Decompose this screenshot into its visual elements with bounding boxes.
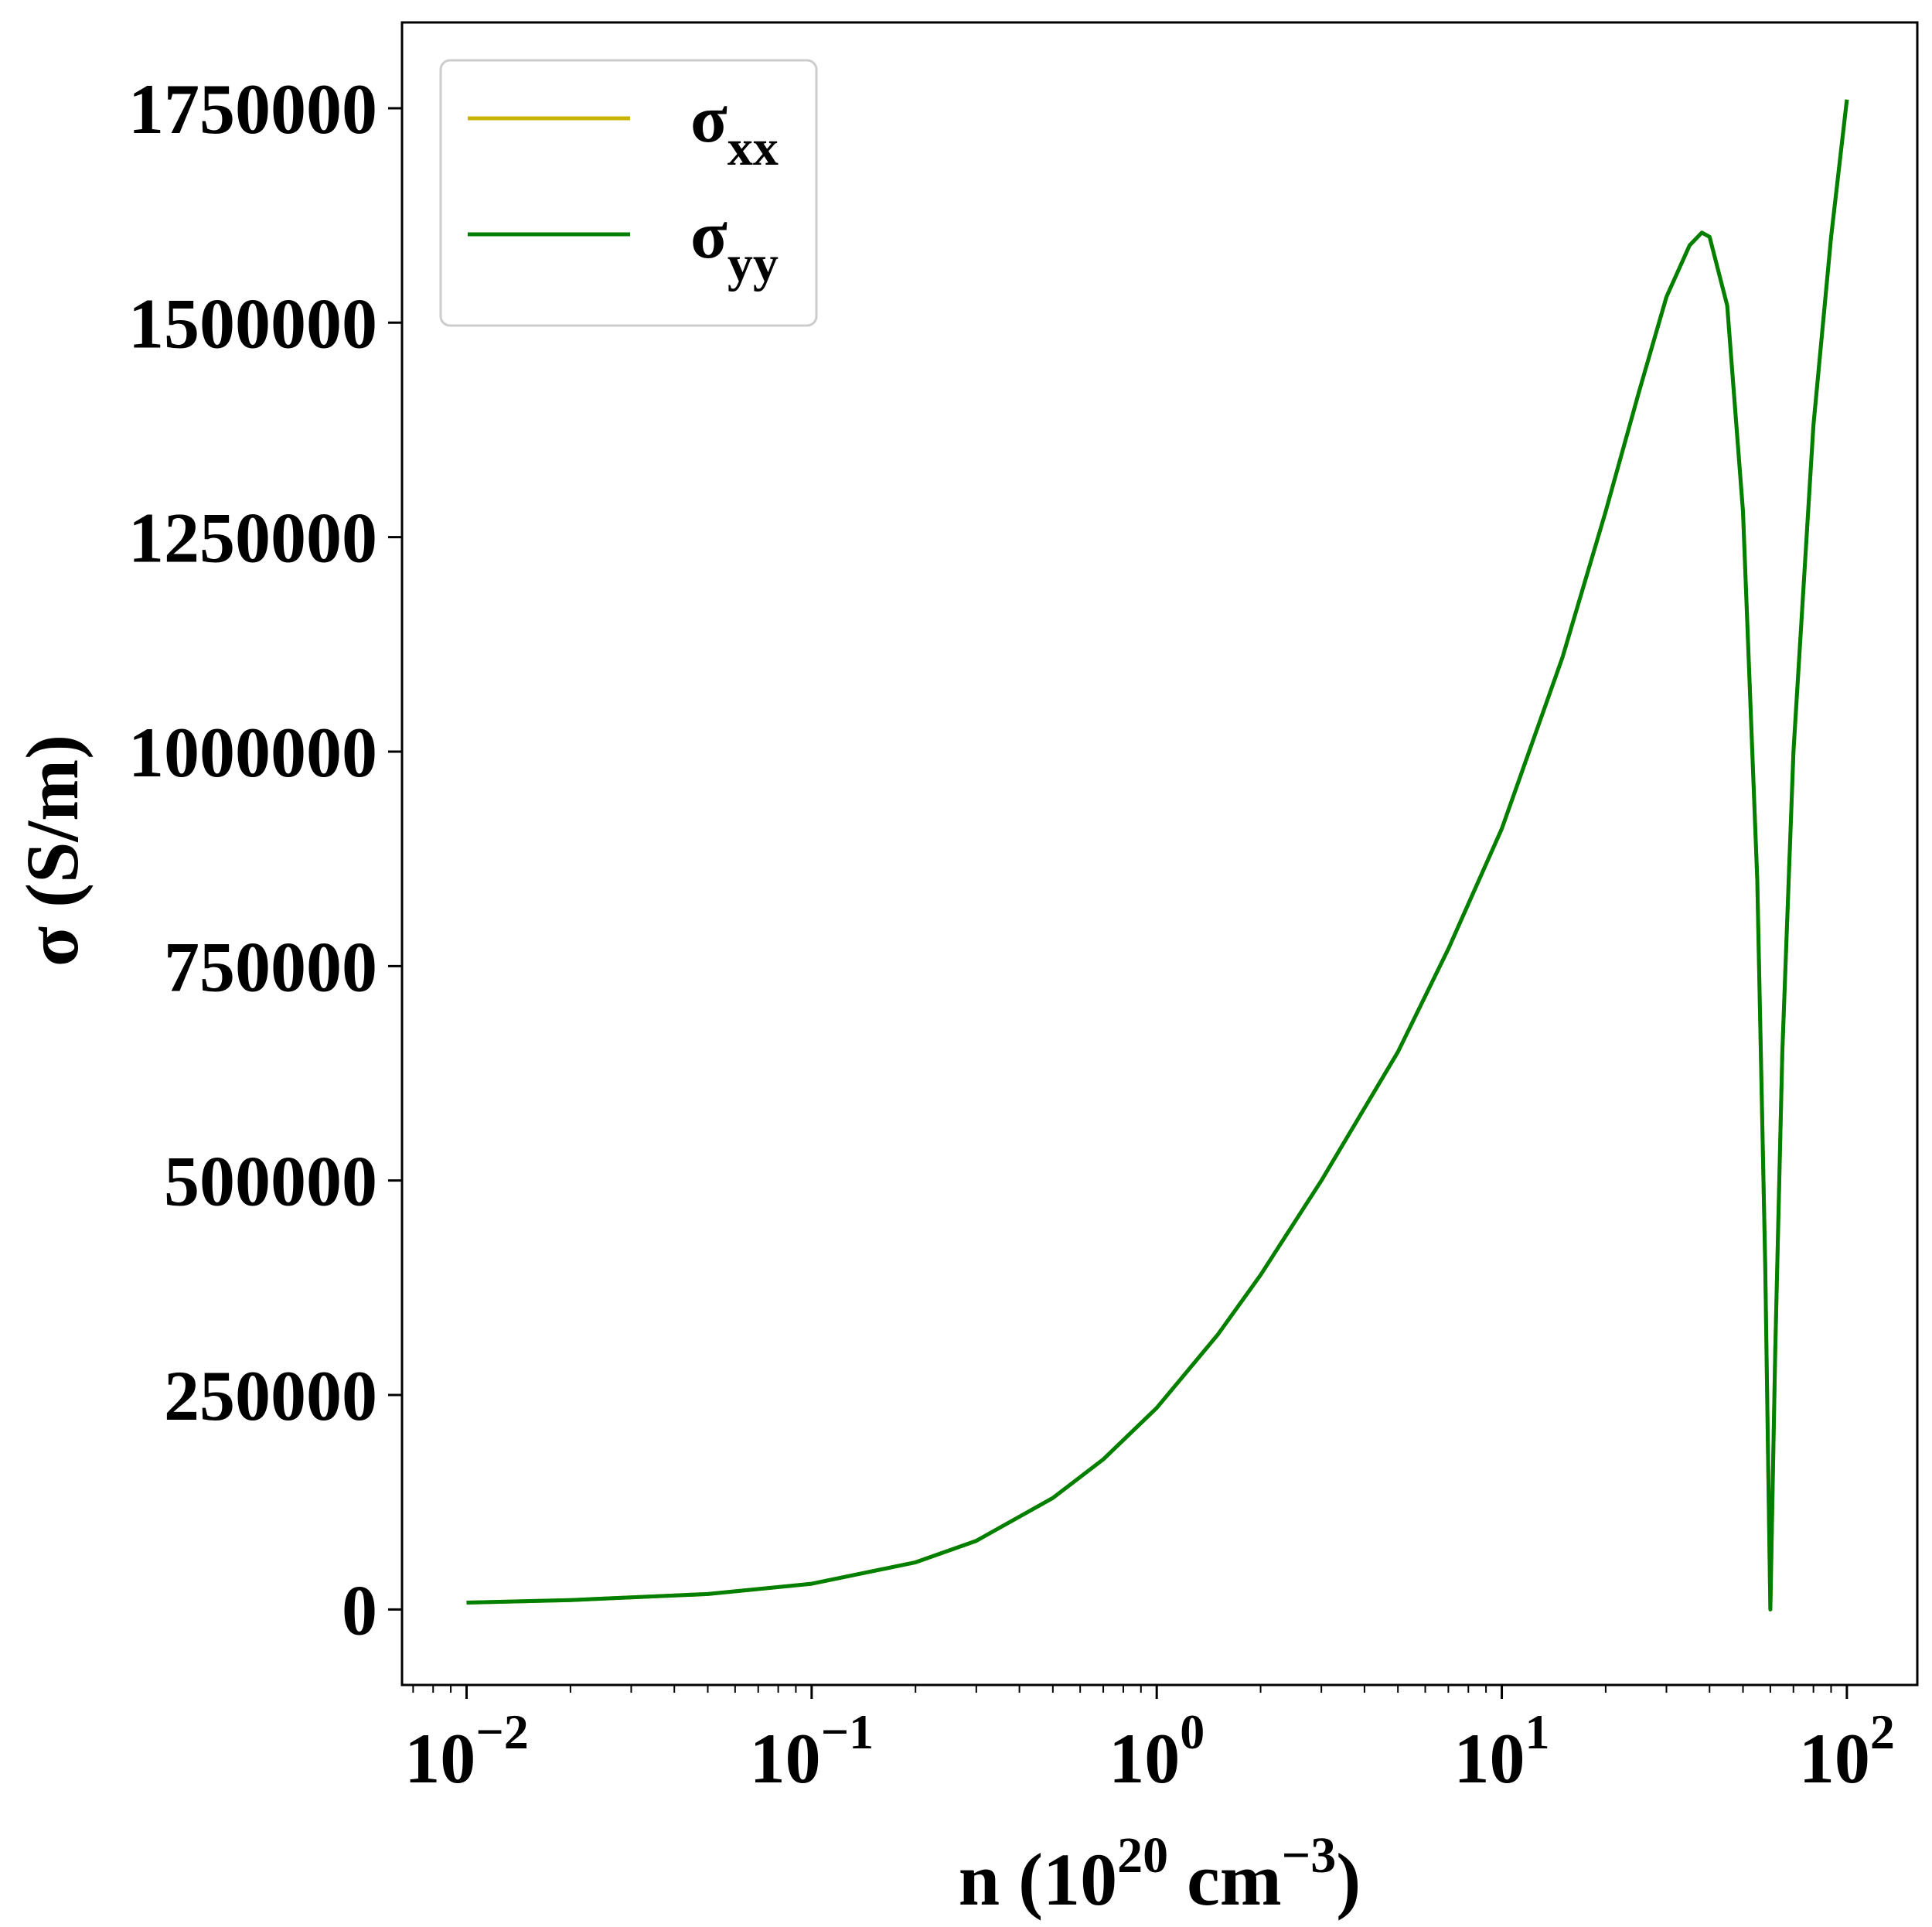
y-ticks: 0 250000 500000 750000 1000000 1250000 1500000…	[128, 70, 402, 1649]
y-tick-label: 750000	[164, 927, 377, 1006]
x-tick-label: 10−2	[404, 1704, 528, 1798]
y-tick-label: 500000	[164, 1142, 377, 1221]
legend-label-yy: σyy	[690, 198, 779, 292]
x-tick-label: 100	[1109, 1704, 1205, 1798]
legend-box	[439, 59, 818, 327]
y-tick-label: 0	[342, 1571, 377, 1649]
x-ticks: 10−2 10−1 100 101 102	[404, 1685, 1895, 1798]
series-line-yy	[466, 99, 1849, 1612]
y-axis-label: σ (S/m)	[11, 735, 94, 967]
x-tick-label: 102	[1799, 1704, 1895, 1798]
y-tick-label: 1500000	[128, 284, 377, 363]
plot-frame	[400, 21, 1919, 1687]
x-tick-label: 101	[1454, 1704, 1550, 1798]
x-axis-label: n (1020 cm−3)	[959, 1827, 1361, 1921]
legend: σxx σyy	[439, 59, 818, 327]
x-tick-label: 10−1	[750, 1704, 874, 1798]
legend-label-xx: σxx	[690, 82, 779, 176]
y-tick-label: 250000	[164, 1356, 377, 1435]
legend-items: σxx σyy	[468, 82, 779, 292]
y-tick-label: 1750000	[128, 70, 377, 148]
y-tick-label: 1000000	[128, 713, 377, 792]
y-tick-label: 1250000	[128, 499, 377, 578]
series-layer	[466, 99, 1849, 1612]
